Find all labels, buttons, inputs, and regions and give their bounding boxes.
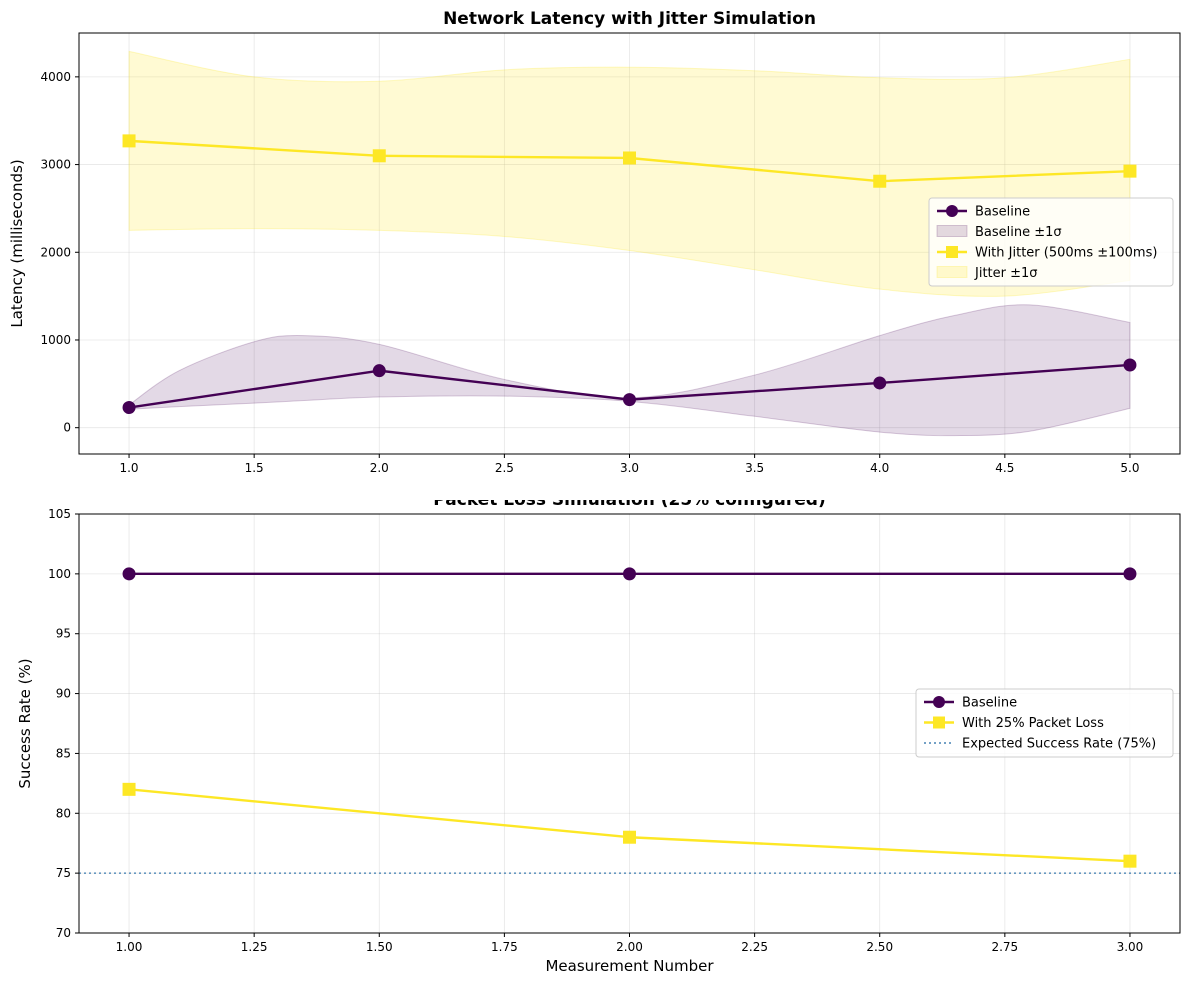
series-band-0 [128,304,1131,437]
data-point [1123,164,1137,178]
x-tick-label: 5.0 [1120,461,1139,475]
y-tick-label: 0 [63,421,71,435]
data-point [372,364,386,378]
chart-title: Network Latency with Jitter Simulation [443,9,816,29]
y-tick-label: 70 [56,926,71,940]
plot-area [79,567,1180,874]
data-point [623,567,636,581]
data-point [122,567,136,581]
x-tick-label: 1.25 [241,940,268,954]
x-tick-label: 2.50 [866,940,893,954]
x-tick-label: 2.25 [741,940,768,954]
data-point [1123,358,1137,372]
data-point [1123,854,1137,868]
y-tick-label: 85 [56,746,71,760]
x-axis-label: Measurement Number [545,957,714,975]
legend-band-swatch [936,225,968,237]
legend-band-swatch [936,266,968,278]
y-tick-label: 2000 [40,245,71,259]
x-tick-label: 2.75 [991,940,1018,954]
x-tick-label: 1.75 [491,940,518,954]
y-tick-label: 3000 [40,158,71,172]
x-tick-label: 4.0 [870,461,889,475]
x-tick-label: 1.5 [245,461,264,475]
y-tick-label: 4000 [40,70,71,84]
latency-chart: 1.0 1.5 2.0 2.5 3.0 3.5 4.0 4.5 5.0 0 1000 2000 3000… [8,9,1181,475]
data-point [873,174,887,188]
x-tick-label: 2.00 [616,940,643,954]
x-tick-label: 2.5 [495,461,514,475]
data-point [122,782,136,796]
data-point [623,151,636,165]
y-tick-label: 95 [56,627,71,641]
y-axis-label: Latency (milliseconds) [8,159,26,327]
legend: Baseline With 25% Packet Loss Expected Suc… [915,688,1174,758]
legend: Baseline Baseline ±1σ With Jitter (500ms ±… [928,197,1174,287]
legend-label: Baseline [962,696,1017,711]
legend-label: Jitter ±1σ [974,266,1038,281]
legend-label: Baseline [975,205,1030,220]
legend-marker [946,205,958,217]
y-tick-label: 100 [48,567,71,581]
data-point [623,830,636,844]
chart-title: Packet Loss Simulation (25% configured) [433,500,825,510]
data-point [873,376,887,390]
legend-marker [946,246,958,258]
x-tick-label: 4.5 [995,461,1014,475]
y-axis-label: Success Rate (%) [16,658,34,788]
x-tick-label: 1.0 [119,461,138,475]
legend-label: With Jitter (500ms ±100ms) [975,246,1157,261]
x-tick-label: 2.0 [370,461,389,475]
legend-label: Expected Success Rate (75%) [962,737,1156,752]
x-tick-label: 1.50 [366,940,393,954]
legend-frame [928,197,1174,287]
legend-label: Baseline ±1σ [975,225,1062,240]
x-tick-label: 3.00 [1117,940,1144,954]
packet-loss-chart: 1.00 1.25 1.50 1.75 2.00 2.25 2.50 2.75 3.00 70 75… [16,500,1181,975]
legend-label: With 25% Packet Loss [962,716,1104,731]
y-tick-label: 105 [48,507,71,521]
x-tick-label: 1.00 [116,940,143,954]
legend-marker [933,696,945,708]
data-point [623,393,636,407]
gridlines [79,33,1180,454]
y-tick-label: 1000 [40,333,71,347]
x-tick-label: 3.0 [620,461,639,475]
data-point [372,149,386,163]
y-tick-label: 75 [56,866,71,880]
legend-frame [915,688,1174,758]
data-point [1123,567,1137,581]
y-tick-label: 80 [56,806,71,820]
x-tick-label: 3.5 [745,461,764,475]
y-tick-label: 90 [56,687,71,701]
data-point [122,401,136,415]
data-point [122,134,136,148]
legend-marker [933,716,945,729]
